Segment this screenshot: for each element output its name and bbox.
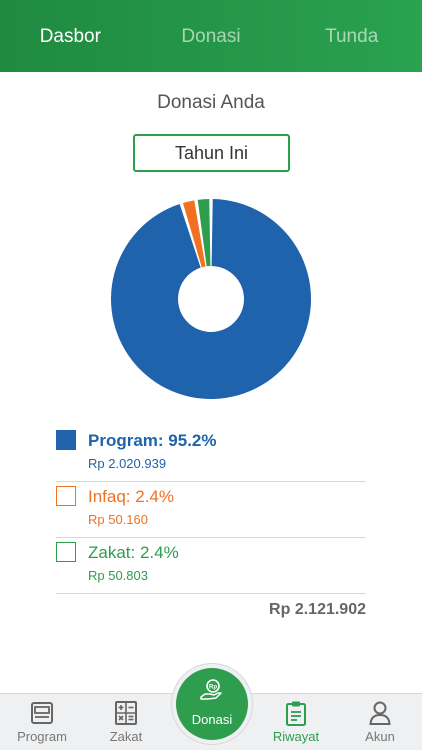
calculator-icon — [115, 701, 137, 725]
donut-chart — [110, 199, 311, 399]
slice-zakat — [197, 199, 211, 267]
zakat-swatch — [56, 542, 76, 562]
program-swatch — [56, 430, 76, 450]
slice-infaq — [182, 200, 206, 268]
legend-item-infaq: Infaq: 2.4% Rp 50.160 — [56, 482, 366, 538]
donasi-button[interactable]: Rp Donasi — [176, 668, 248, 740]
legend-label: Zakat: 2.4% — [88, 543, 179, 562]
legend-label: Program: 95.2% — [88, 431, 217, 450]
tab-donasi[interactable]: Donasi — [181, 26, 241, 47]
donasi-fab[interactable]: Rp Donasi — [171, 663, 253, 745]
period-filter-button[interactable]: Tahun Ini — [133, 134, 290, 172]
legend-label: Infaq: 2.4% — [88, 487, 175, 506]
nav-riwayat[interactable]: Riwayat — [254, 694, 338, 750]
clipboard-icon — [286, 701, 306, 726]
legend-amount: Rp 50.803 — [88, 568, 148, 583]
legend-amount: Rp 2.020.939 — [88, 456, 167, 471]
tab-dasbor[interactable]: Dasbor — [39, 26, 101, 47]
legend-item-zakat: Zakat: 2.4% Rp 50.803 — [56, 538, 366, 594]
nav-program[interactable]: Program — [0, 694, 84, 750]
nav-label: Program — [17, 729, 67, 744]
slice-program — [110, 199, 311, 399]
nav-zakat[interactable]: Zakat — [84, 694, 168, 750]
top-tab-bar: Dasbor Donasi Tunda — [0, 0, 422, 72]
nav-akun[interactable]: Akun — [338, 694, 422, 750]
section-title: Donasi Anda — [157, 92, 265, 113]
legend-amount: Rp 50.160 — [88, 512, 148, 527]
chart-legend: Program: 95.2% Rp 2.020.939 Infaq: 2.4% … — [56, 426, 366, 594]
donate-hand-icon: Rp — [200, 679, 222, 700]
nav-label: Akun — [365, 729, 395, 744]
tab-tunda[interactable]: Tunda — [325, 26, 379, 47]
donasi-label: Donasi — [191, 712, 233, 727]
nav-label: Riwayat — [272, 729, 320, 744]
program-icon — [31, 702, 53, 724]
user-icon — [369, 701, 391, 725]
nav-label: Zakat — [109, 729, 143, 744]
infaq-swatch — [56, 486, 76, 506]
svg-text:Rp: Rp — [209, 685, 217, 691]
total-amount: Rp 2.121.902 — [269, 601, 366, 618]
legend-item-program: Program: 95.2% Rp 2.020.939 — [56, 426, 366, 482]
